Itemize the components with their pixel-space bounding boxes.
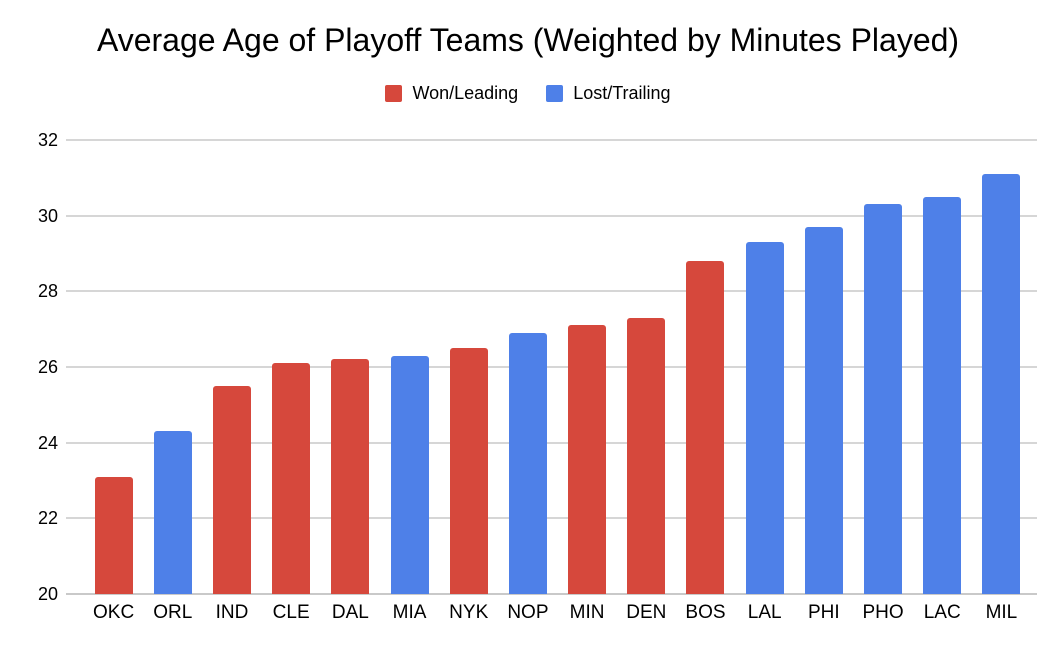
legend-swatch-won bbox=[385, 85, 403, 102]
y-tick-label-28: 28 bbox=[37, 281, 58, 302]
x-tick-label-mia: MIA bbox=[392, 602, 427, 623]
legend-item-won: Won/Leading bbox=[385, 83, 518, 104]
gridline-24 bbox=[66, 441, 1037, 444]
bars-row bbox=[66, 140, 1037, 594]
bar-okc bbox=[94, 476, 133, 594]
bar-lal bbox=[745, 242, 784, 594]
gridline-32 bbox=[66, 139, 1037, 141]
y-tick-label-30: 30 bbox=[37, 205, 58, 226]
legend-item-lost: Lost/Trailing bbox=[546, 83, 671, 104]
bar-orl bbox=[153, 431, 192, 594]
x-tick-label-nyk: NYK bbox=[449, 602, 489, 623]
y-tick-label-20: 20 bbox=[37, 584, 58, 604]
x-tick-label-okc: OKC bbox=[93, 602, 135, 623]
bar-nop bbox=[508, 333, 547, 594]
plot-area bbox=[66, 139, 1037, 595]
bar-mil bbox=[982, 174, 1021, 594]
y-tick-label-26: 26 bbox=[37, 357, 58, 377]
gridline-30 bbox=[66, 214, 1037, 217]
legend-label-won: Won/Leading bbox=[412, 83, 519, 103]
y-tick-label-22: 22 bbox=[37, 508, 58, 529]
x-tick-label-den: DEN bbox=[626, 602, 667, 623]
gridline-22 bbox=[66, 517, 1037, 520]
x-tick-label-min: MIN bbox=[569, 602, 605, 623]
x-axis: OKC ORL IND CLE DAL MIA NYK NOP MIN DEN BOS LAL PHI P… bbox=[66, 602, 1037, 624]
x-tick-label-pho: PHO bbox=[862, 602, 904, 623]
x-tick-label-nop: NOP bbox=[507, 602, 549, 623]
x-tick-label-orl: ORL bbox=[153, 602, 193, 623]
legend-label-lost: Lost/Trailing bbox=[573, 83, 671, 103]
y-tick-label-24: 24 bbox=[37, 432, 58, 453]
y-axis: 20 22 24 26 28 30 32 bbox=[0, 131, 58, 603]
bar-nyk bbox=[449, 348, 488, 594]
x-tick-label-ind: IND bbox=[215, 602, 249, 623]
gridline-20 bbox=[66, 593, 1037, 595]
x-tick-label-cle: CLE bbox=[272, 602, 310, 623]
bar-lac bbox=[923, 196, 962, 594]
legend: Won/Leading Lost/Trailing bbox=[0, 83, 1056, 104]
bar-den bbox=[627, 317, 666, 594]
bar-dal bbox=[331, 359, 370, 594]
y-tick-label-32: 32 bbox=[37, 130, 58, 150]
bar-min bbox=[568, 325, 607, 594]
gridline-26 bbox=[66, 366, 1037, 368]
gridline-28 bbox=[66, 290, 1037, 293]
x-tick-label-phi: PHI bbox=[808, 602, 840, 623]
chart-title: Average Age of Playoff Teams (Weighted b… bbox=[96, 22, 960, 58]
x-tick-label-dal: DAL bbox=[331, 602, 369, 623]
x-tick-label-lac: LAC bbox=[923, 602, 961, 623]
bar-pho bbox=[864, 204, 903, 594]
legend-swatch-lost bbox=[546, 85, 564, 102]
bar-ind bbox=[212, 385, 251, 594]
x-tick-label-mil: MIL bbox=[985, 602, 1018, 623]
x-tick-label-bos: BOS bbox=[685, 602, 726, 623]
x-tick-label-lal: LAL bbox=[747, 602, 782, 623]
bar-cle bbox=[272, 363, 311, 594]
bar-mia bbox=[390, 355, 429, 594]
bar-bos bbox=[686, 261, 725, 594]
bar-phi bbox=[804, 227, 843, 594]
